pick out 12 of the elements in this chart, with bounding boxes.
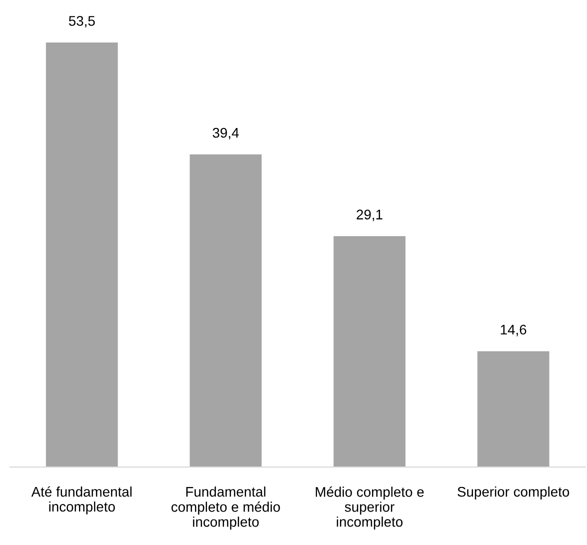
bar <box>334 236 406 468</box>
data-label: 53,5 <box>68 16 95 28</box>
x-tick-label: Médio completo e superior incompleto <box>316 486 424 530</box>
bar <box>477 351 550 468</box>
data-label: 14,6 <box>500 324 526 336</box>
data-label: 39,4 <box>212 128 239 140</box>
x-tick-label: Até fundamental incompleto <box>31 486 132 514</box>
x-tick-label: Superior completo <box>458 486 570 500</box>
bar <box>190 154 262 468</box>
bar <box>46 42 118 468</box>
x-tick-label: Fundamental completo e médio incompleto <box>171 486 280 530</box>
data-label: 29,1 <box>356 210 382 222</box>
